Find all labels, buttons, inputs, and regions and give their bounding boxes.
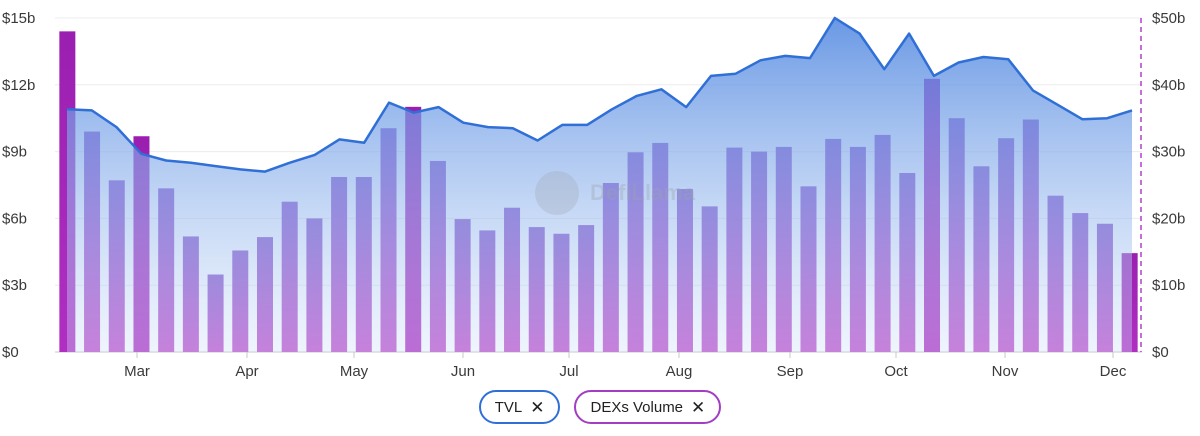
right-axis-tick-label: $0 bbox=[1152, 344, 1169, 361]
left-axis-tick-label: $3b bbox=[2, 277, 27, 294]
x-axis-tick-label: Mar bbox=[124, 363, 150, 380]
close-icon[interactable]: ✕ bbox=[530, 397, 545, 417]
tvl-area bbox=[66, 16, 1133, 352]
tvl-line bbox=[66, 16, 1133, 173]
x-axis-tick-label: Aug bbox=[666, 363, 693, 380]
left-axis-tick-label: $12b bbox=[2, 77, 35, 94]
tvl-area-fill bbox=[67, 18, 1132, 352]
watermark-text: DefiLlama bbox=[590, 180, 696, 205]
legend-tvl-label: TVL bbox=[494, 398, 523, 416]
legend-dex-volume-toggle[interactable]: DEXs Volume ✕ bbox=[574, 390, 722, 424]
watermark: DefiLlama bbox=[535, 171, 696, 215]
close-icon[interactable]: ✕ bbox=[691, 397, 706, 417]
legend: TVL ✕ DEXs Volume ✕ bbox=[0, 390, 1200, 428]
x-axis-tick-label: Sep bbox=[777, 363, 804, 380]
legend-tvl-toggle[interactable]: TVL ✕ bbox=[478, 390, 561, 424]
right-axis-tick-label: $50b bbox=[1152, 10, 1185, 27]
chart: DefiLlama $0$3b$6b$9b$12b$15b$0$10b$20b$… bbox=[2, 10, 1185, 380]
x-axis-tick-label: Nov bbox=[992, 363, 1019, 380]
left-axis-tick-label: $9b bbox=[2, 144, 27, 161]
legend-dex-volume-label: DEXs Volume bbox=[590, 398, 684, 416]
right-axis-tick-label: $10b bbox=[1152, 277, 1185, 294]
right-axis-tick-label: $30b bbox=[1152, 144, 1185, 161]
x-axis-tick-label: Dec bbox=[1100, 363, 1127, 380]
left-axis-tick-label: $0 bbox=[2, 344, 19, 361]
x-axis-tick-label: May bbox=[340, 363, 369, 380]
right-axis-tick-label: $20b bbox=[1152, 210, 1185, 227]
left-axis-tick-label: $6b bbox=[2, 210, 27, 227]
x-axis-tick-label: Jun bbox=[451, 363, 475, 380]
x-axis-tick-label: Jul bbox=[559, 363, 578, 380]
left-axis-tick-label: $15b bbox=[2, 10, 35, 27]
x-axis-tick-label: Apr bbox=[235, 363, 258, 380]
x-axis-tick-label: Oct bbox=[884, 363, 908, 380]
right-axis-tick-label: $40b bbox=[1152, 77, 1185, 94]
axes: $0 $3b $6b $9b $12b $15b $0 $10b $20b $30b $40b $50… bbox=[2, 10, 1185, 380]
